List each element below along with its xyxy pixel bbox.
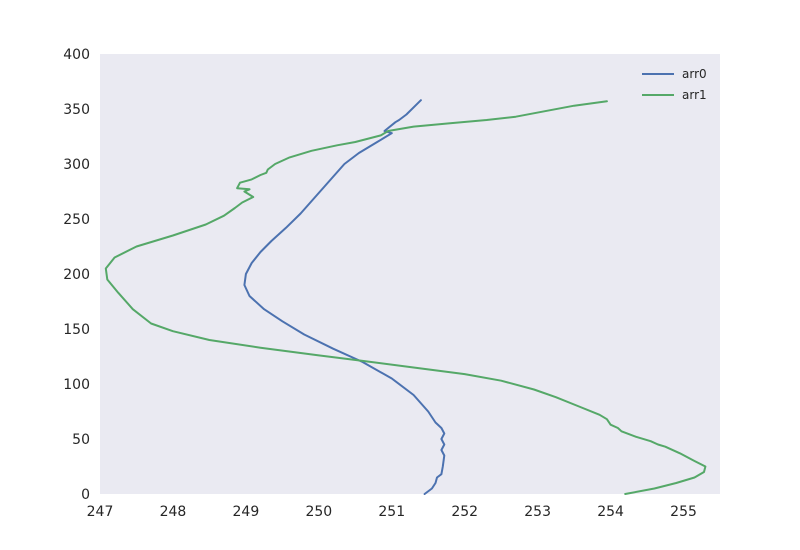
y-tick-label: 200	[63, 267, 90, 283]
x-tick-label: 249	[233, 504, 260, 520]
y-tick-label: 0	[81, 487, 90, 503]
x-axis-ticks: 247 248 249 250 251 252 253 254 255	[87, 504, 697, 520]
x-tick-label: 247	[87, 504, 114, 520]
y-tick-label: 100	[63, 377, 90, 393]
series-line-arr0	[243, 99, 446, 495]
series-line-arr1	[104, 100, 707, 495]
x-tick-label: 254	[597, 504, 624, 520]
x-tick-label: 251	[378, 504, 405, 520]
y-tick-label: 250	[63, 212, 90, 228]
y-tick-label: 150	[63, 322, 90, 338]
plot-area	[100, 54, 720, 494]
y-tick-label: 400	[63, 47, 90, 63]
y-tick-label: 50	[72, 432, 90, 448]
legend-label-arr1: arr1	[682, 88, 707, 102]
legend-label-arr0: arr0	[682, 67, 707, 81]
x-tick-label: 253	[524, 504, 551, 520]
y-tick-label: 350	[63, 102, 90, 118]
x-tick-label: 252	[451, 504, 478, 520]
x-tick-label: 250	[305, 504, 332, 520]
x-tick-label: 255	[670, 504, 697, 520]
y-tick-label: 300	[63, 157, 90, 173]
legend: arr0 arr1	[642, 67, 707, 102]
x-tick-label: 248	[160, 504, 187, 520]
series-lines	[104, 99, 707, 495]
y-axis-ticks: 0 50 100 150 200 250 300 350 400	[63, 47, 90, 503]
